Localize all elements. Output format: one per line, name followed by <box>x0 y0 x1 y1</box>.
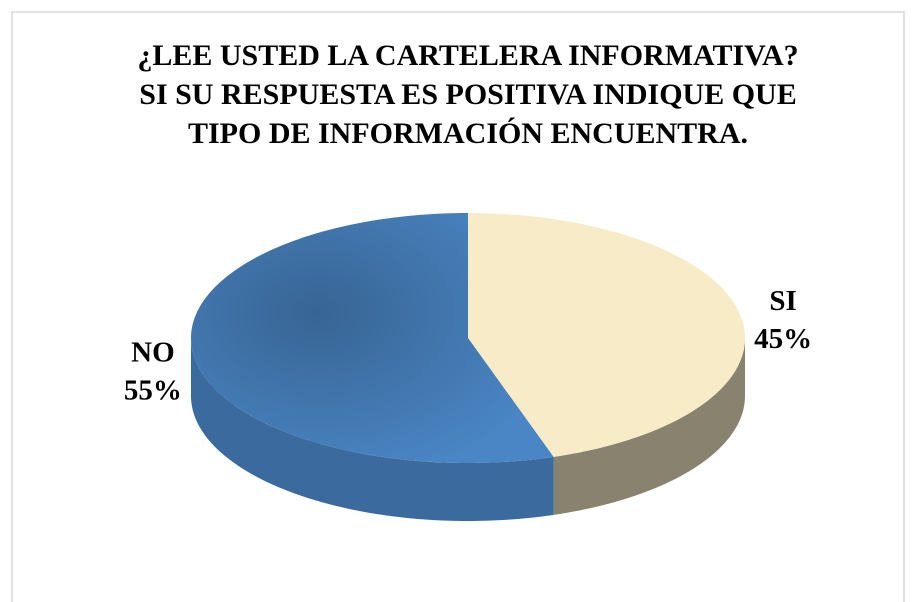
chart-title: ¿LEE USTED LA CARTELERA INFORMATIVA? <box>137 39 798 72</box>
data-label-value: 45% <box>754 323 812 355</box>
slice-shading <box>191 213 554 463</box>
data-label-category: SI <box>769 285 796 317</box>
data-label-value: 55% <box>124 374 182 406</box>
chart-title: TIPO DE INFORMACIÓN ENCUENTRA. <box>188 117 748 150</box>
slice-side <box>191 338 554 521</box>
slice <box>468 213 745 457</box>
slice-side <box>553 338 745 515</box>
data-label-category: NO <box>131 336 175 368</box>
chart-title: SI SU RESPUESTA ES POSITIVA INDIQUE QUE <box>139 78 796 111</box>
